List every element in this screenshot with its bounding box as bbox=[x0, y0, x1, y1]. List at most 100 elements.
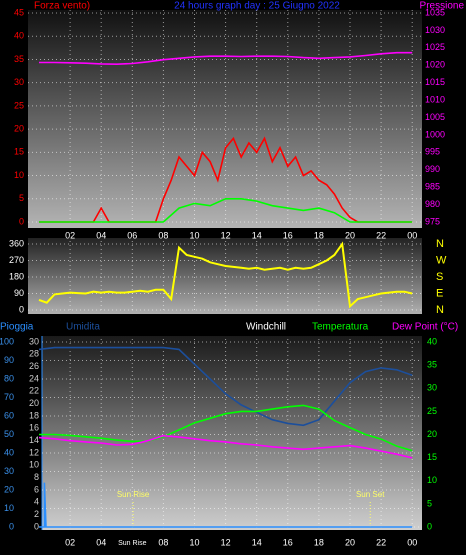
y-tick-label: 40 bbox=[14, 31, 24, 41]
y2-tick-label: 14 bbox=[29, 435, 39, 445]
y2-tick-label: 1005 bbox=[425, 112, 445, 122]
y2-tick-label: 28 bbox=[29, 349, 39, 359]
y-tick-label: 0 bbox=[19, 304, 24, 314]
y2-tick-label: W bbox=[436, 254, 447, 266]
y2-tick-label: E bbox=[436, 287, 443, 299]
y2-tick-label: 22 bbox=[29, 386, 39, 396]
x-tick-label: 06 bbox=[127, 230, 137, 240]
annotation: Sun Rise bbox=[117, 490, 150, 499]
y2-tick-label: 0 bbox=[34, 521, 39, 531]
y2-axis-label: Pressione bbox=[420, 1, 465, 12]
y-tick-label: 30 bbox=[4, 466, 14, 476]
y3-tick-label: 35 bbox=[427, 360, 437, 370]
x-tick-label: 14 bbox=[252, 537, 262, 547]
x-tick-label: 22 bbox=[376, 230, 386, 240]
y2-tick-label: 990 bbox=[425, 164, 440, 174]
y3-tick-label: 30 bbox=[427, 383, 437, 393]
x-tick-label: 08 bbox=[158, 537, 168, 547]
y2-tick-label: 1000 bbox=[425, 129, 445, 139]
panel-wind bbox=[28, 10, 422, 228]
x-tick-label: 04 bbox=[96, 537, 106, 547]
y-tick-label: 80 bbox=[4, 373, 14, 383]
x-tick-label: 08 bbox=[158, 230, 168, 240]
x-tick-label: 02 bbox=[65, 230, 75, 240]
legend-entry: Dew Point (°C) bbox=[392, 322, 458, 333]
x-tick-label: 12 bbox=[221, 230, 231, 240]
y3-tick-label: 40 bbox=[427, 336, 437, 346]
x-tick-label: Sun Rise bbox=[118, 540, 147, 547]
y2-tick-label: 1010 bbox=[425, 94, 445, 104]
y-tick-label: 90 bbox=[14, 288, 24, 298]
x-tick-label: 10 bbox=[189, 537, 199, 547]
y2-tick-label: 2 bbox=[34, 509, 39, 519]
series-line bbox=[39, 198, 413, 223]
series-line bbox=[38, 346, 413, 427]
y-tick-label: 45 bbox=[14, 7, 24, 17]
x-tick-label: 16 bbox=[283, 537, 293, 547]
y2-tick-label: 980 bbox=[425, 199, 440, 209]
y2-tick-label: 975 bbox=[425, 216, 440, 226]
annotation: Sun Set bbox=[356, 490, 385, 499]
y2-tick-label: 985 bbox=[425, 182, 440, 192]
y-tick-label: 0 bbox=[9, 521, 14, 531]
y-tick-label: 20 bbox=[14, 123, 24, 133]
y2-tick-label: 995 bbox=[425, 147, 440, 157]
y-tick-label: 40 bbox=[4, 447, 14, 457]
legend-entry: Temperatura bbox=[312, 322, 369, 333]
chart-title: 24 hours graph day : 25 Giugno 2022 bbox=[174, 1, 340, 12]
x-tick-label: 12 bbox=[221, 537, 231, 547]
x-tick-label: 00 bbox=[407, 537, 417, 547]
y3-tick-label: 20 bbox=[427, 429, 437, 439]
y2-tick-label: 10 bbox=[29, 460, 39, 470]
y-tick-label: 360 bbox=[9, 238, 24, 248]
y-axis-label: Forza vento) bbox=[34, 1, 90, 12]
x-tick-label: 22 bbox=[376, 537, 386, 547]
y2-tick-label: S bbox=[436, 271, 443, 283]
legend-entry: Umidita bbox=[66, 322, 100, 333]
legend-entry: Pioggia bbox=[0, 322, 34, 333]
y2-tick-label: 24 bbox=[29, 373, 39, 383]
panel-direction bbox=[28, 238, 422, 314]
y-tick-label: 30 bbox=[14, 77, 24, 87]
x-tick-label: 02 bbox=[65, 537, 75, 547]
y3-tick-label: 0 bbox=[427, 521, 432, 531]
series-line bbox=[39, 482, 413, 528]
y-tick-label: 10 bbox=[4, 503, 14, 513]
y-tick-label: 35 bbox=[14, 54, 24, 64]
x-tick-label: 14 bbox=[252, 230, 262, 240]
x-tick-label: 04 bbox=[96, 230, 106, 240]
series-line bbox=[39, 404, 413, 452]
y2-tick-label: 8 bbox=[34, 472, 39, 482]
y-tick-label: 270 bbox=[9, 255, 24, 265]
y-tick-label: 60 bbox=[4, 410, 14, 420]
y-tick-label: 20 bbox=[4, 484, 14, 494]
y-tick-label: 180 bbox=[9, 271, 24, 281]
x-tick-label: 20 bbox=[345, 537, 355, 547]
series-line bbox=[39, 51, 413, 66]
y2-tick-label: 12 bbox=[29, 447, 39, 457]
y2-tick-label: 16 bbox=[29, 423, 39, 433]
y-tick-label: 90 bbox=[4, 355, 14, 365]
y-tick-label: 50 bbox=[4, 429, 14, 439]
series-line bbox=[38, 241, 413, 309]
y2-tick-label: 20 bbox=[29, 398, 39, 408]
y-tick-label: 10 bbox=[14, 170, 24, 180]
y-tick-label: 25 bbox=[14, 100, 24, 110]
y2-tick-label: N bbox=[436, 304, 444, 316]
y3-tick-label: 25 bbox=[427, 406, 437, 416]
y-tick-label: 100 bbox=[0, 336, 14, 346]
y3-tick-label: 10 bbox=[427, 475, 437, 485]
y-tick-label: 15 bbox=[14, 147, 24, 157]
x-tick-label: 18 bbox=[314, 230, 324, 240]
y2-tick-label: 18 bbox=[29, 410, 39, 420]
y-tick-label: 5 bbox=[19, 193, 24, 203]
y-tick-label: 0 bbox=[19, 216, 24, 226]
y2-tick-label: N bbox=[436, 238, 444, 250]
legend-entry: Windchill bbox=[246, 322, 286, 333]
y-tick-label: 70 bbox=[4, 392, 14, 402]
y3-tick-label: 15 bbox=[427, 452, 437, 462]
y2-tick-label: 1015 bbox=[425, 77, 445, 87]
x-tick-label: 20 bbox=[345, 230, 355, 240]
